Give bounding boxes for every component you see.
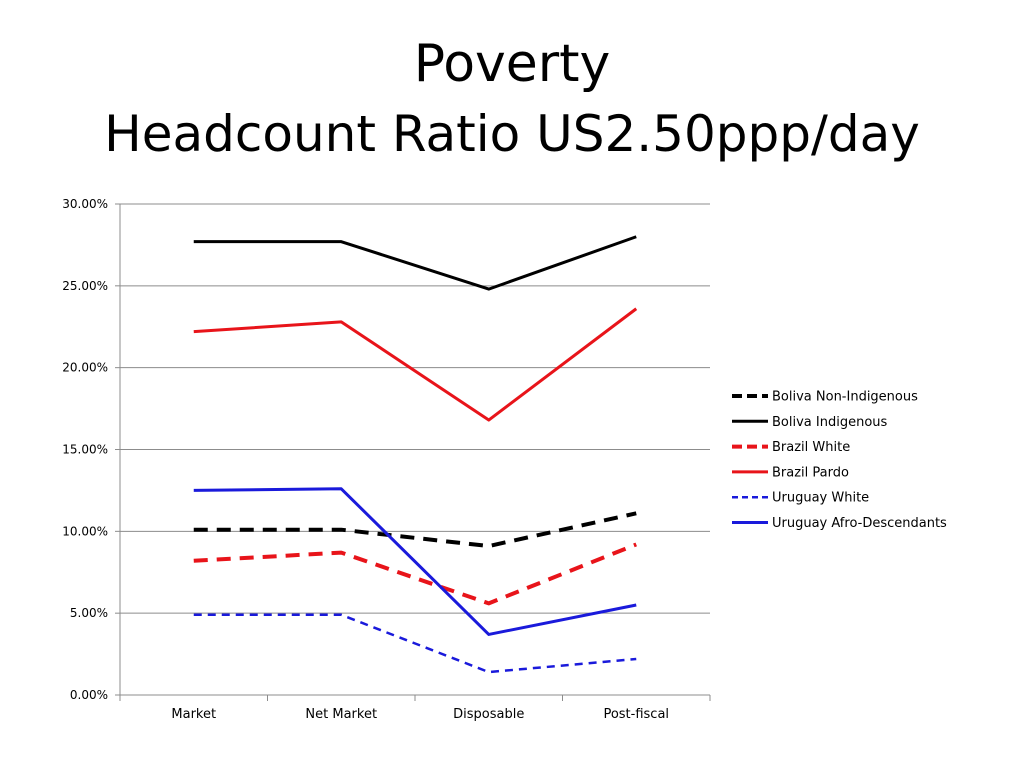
gridlines [120,203,710,614]
series-line-brazil-pardo [193,307,638,422]
series-line-brazil-white [193,542,637,606]
x-tick-label: Disposable [453,707,524,722]
legend-label: Brazil White [772,440,850,455]
slide-subtitle: Headcount Ratio US2.50ppp/day [104,105,920,163]
y-tick-label: 15.00% [62,443,108,457]
legend-label: Brazil Pardo [772,465,849,480]
x-tick-label: Market [171,707,216,722]
legend-label: Boliva Non-Indigenous [772,390,918,405]
y-tick-label: 10.00% [62,524,108,538]
y-tick-label: 0.00% [70,688,108,702]
y-tick-label: 25.00% [62,279,108,293]
legend-label: Uruguay Afro-Descendants [772,516,947,531]
series-line-boliva-indigenous [193,235,637,291]
series-line-uruguay-white [193,613,637,674]
axes: 0.00% 5.00% 10.00% 15.00% 20.00% 25.00% 30.00%… [62,197,711,722]
series-line-boliva-non-indigenous [193,511,637,549]
y-tick-label: 20.00% [62,361,108,375]
legend-label: Boliva Indigenous [772,415,888,430]
series-lines [193,235,638,674]
x-tick-label: Post-fiscal [603,707,669,722]
y-tick-label: 30.00% [62,197,108,211]
legend-label: Uruguay White [772,491,869,506]
series-line-uruguay-afro-descendants [193,487,637,636]
slide-title: Poverty [413,34,611,94]
x-tick-label: Net Market [305,707,377,722]
legend: Boliva Non-Indigenous Boliva Indigenous Br… [732,390,947,531]
y-tick-label: 5.00% [70,606,108,620]
